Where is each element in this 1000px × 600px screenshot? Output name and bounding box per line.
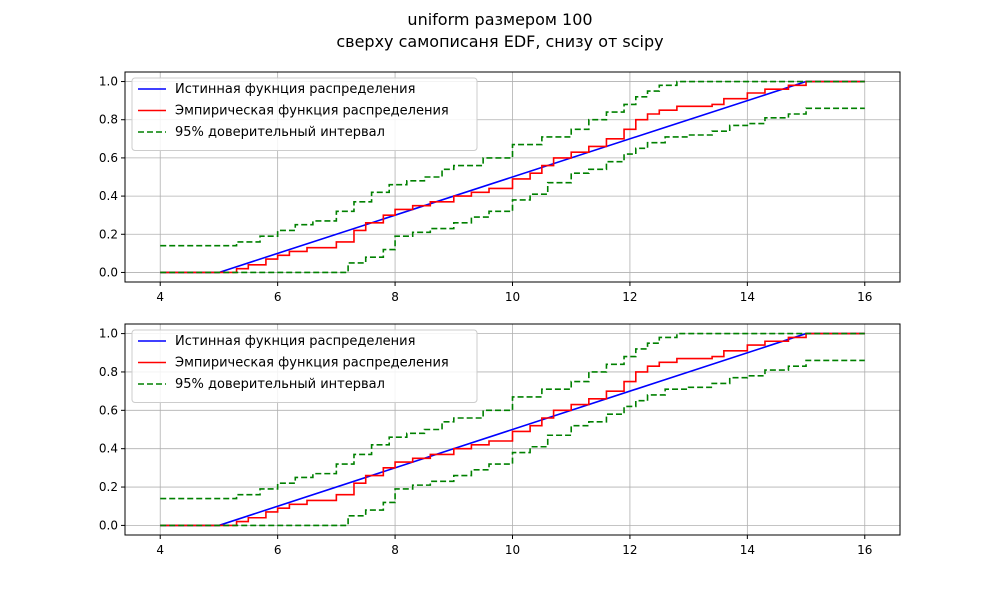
y-tick-label: 0.0	[99, 518, 118, 532]
x-tick-label: 16	[857, 543, 872, 557]
y-tick-label: 0.4	[99, 442, 118, 456]
legend-label: 95% доверительный интервал	[175, 125, 385, 140]
y-tick-label: 1.0	[99, 75, 118, 89]
series-line-4	[160, 107, 865, 274]
x-tick-label: 16	[857, 290, 872, 304]
legend-box	[131, 77, 478, 151]
y-tick-label: 0.8	[99, 113, 118, 127]
x-tick-label: 8	[391, 543, 399, 557]
x-tick-label: 6	[274, 290, 282, 304]
legend-label: Эмпирическая функция распределения	[175, 104, 449, 119]
y-tick-label: 0.8	[99, 365, 118, 379]
legend-label: 95% доверительный интервал	[175, 377, 385, 392]
x-tick-label: 12	[622, 290, 637, 304]
y-tick-label: 0.2	[99, 480, 118, 494]
y-tick-label: 0.6	[99, 403, 118, 417]
x-tick-label: 4	[156, 290, 164, 304]
series-line-4	[160, 359, 865, 527]
legend-label: Истинная фукнция распределения	[175, 334, 415, 349]
legend-label: Истинная фукнция распределения	[175, 82, 415, 97]
series-line-3	[160, 80, 865, 247]
series-line-2	[160, 80, 865, 274]
legend-label: Эмпирическая функция распределения	[175, 356, 449, 371]
series-line-3	[160, 332, 865, 500]
x-tick-label: 8	[391, 290, 399, 304]
x-tick-label: 12	[622, 543, 637, 557]
chart-panel-2: 4 6 8 10 12 14 16 0.0 0.2 0.4 0.6 0.8 1.0 Истинная фу…	[99, 323, 901, 557]
chart-panel-1: 4 6 8 10 12 14 16 0.0 0.2 0.4 0.6 0.8 1.0 Истинная фу…	[99, 71, 901, 304]
y-tick-label: 0.2	[99, 227, 118, 241]
legend-box	[131, 329, 478, 403]
x-tick-label: 10	[505, 543, 520, 557]
y-tick-label: 0.6	[99, 151, 118, 165]
y-tick-label: 0.0	[99, 265, 118, 279]
figure-title-line-1: uniform размером 100	[407, 10, 593, 29]
x-tick-label: 4	[156, 543, 164, 557]
series-line-2	[160, 332, 865, 527]
y-tick-label: 0.4	[99, 189, 118, 203]
figure-title-line-2: сверху самописаня EDF, снизу от scipy	[336, 32, 664, 51]
y-tick-label: 1.0	[99, 327, 118, 341]
x-tick-label: 14	[740, 543, 755, 557]
x-tick-label: 6	[274, 543, 282, 557]
x-tick-label: 10	[505, 290, 520, 304]
x-tick-label: 14	[740, 290, 755, 304]
